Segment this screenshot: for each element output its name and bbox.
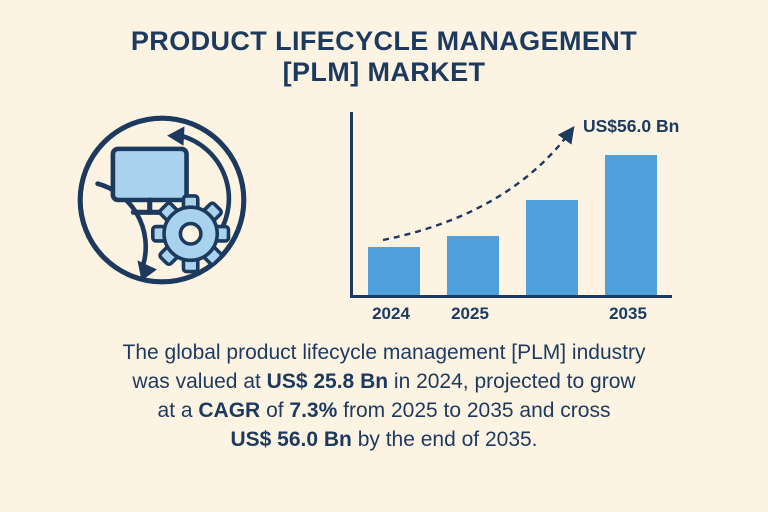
description-highlight: CAGR (198, 399, 261, 422)
market-growth-chart: US$56.0 Bn 2024 2025 2035 (350, 112, 679, 324)
description-text: by the end of 2035. (351, 428, 538, 451)
title-line-2: [PLM] MARKET (282, 57, 486, 87)
bar-mid (526, 200, 578, 295)
description-highlight: US$ 56.0 Bn (230, 428, 352, 451)
description-text: at a (157, 399, 199, 422)
plm-cycle-icon (72, 110, 252, 290)
description-text: of (260, 399, 290, 422)
description-highlight: US$ 25.8 Bn (266, 370, 389, 393)
x-label-2024: 2024 (372, 304, 410, 323)
plm-cycle-icon-svg (77, 115, 247, 285)
description: The global product lifecycle management … (0, 338, 768, 454)
x-label-2035: 2035 (609, 304, 647, 323)
x-label-2025: 2025 (451, 304, 489, 323)
description-text: from 2025 to 2035 and cross (337, 399, 611, 422)
x-axis-labels: 2024 2025 2035 (350, 304, 672, 324)
chart-annotation: US$56.0 Bn (583, 116, 680, 136)
bar-2035 (605, 154, 657, 295)
description-text: was valued at (132, 370, 267, 393)
monitor-icon (110, 146, 189, 215)
chart-plot: US$56.0 Bn (350, 112, 679, 298)
gear-icon (151, 194, 231, 274)
description-highlight: 7.3% (289, 399, 338, 422)
page-title: PRODUCT LIFECYCLE MANAGEMENT [PLM] MARKE… (0, 26, 768, 88)
outer-circle (77, 115, 247, 285)
bar-2025 (447, 235, 499, 295)
description-text: The global product lifecycle management … (122, 341, 646, 364)
description-text: in 2024, projected to grow (388, 370, 636, 393)
bar-2024 (368, 246, 420, 295)
title-line-1: PRODUCT LIFECYCLE MANAGEMENT (130, 26, 638, 56)
x-label-mid (523, 304, 575, 324)
